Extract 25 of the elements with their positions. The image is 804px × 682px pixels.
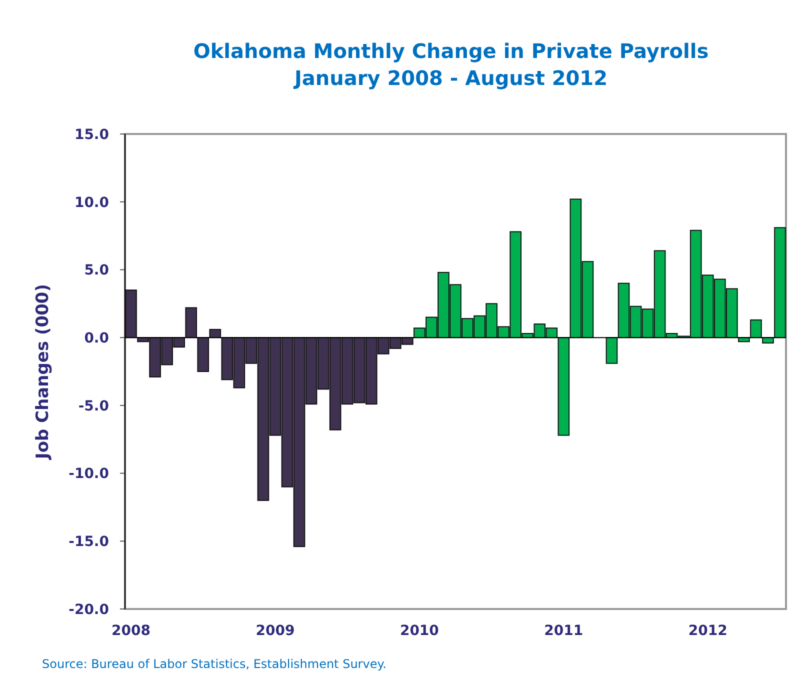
x-tick-label: 2009: [256, 623, 295, 639]
bar: [750, 319, 762, 338]
bar: [209, 328, 222, 338]
y-tick-label: 0.0: [84, 330, 110, 346]
y-tick-label: -10.0: [68, 466, 110, 482]
y-tick-label: 10.0: [74, 194, 110, 211]
bar: [197, 337, 210, 372]
y-tick-label: -20.0: [68, 602, 110, 618]
x-tick-label: 2008: [112, 623, 150, 639]
y-tick-label: -15.0: [68, 534, 110, 550]
chart-subtitle: January 2008 - August 2012: [292, 66, 608, 90]
bar: [774, 227, 786, 338]
bar: [125, 290, 137, 338]
bar: [185, 307, 198, 338]
source-note: Source: Bureau of Labor Statistics, Establishment Survey.: [42, 657, 386, 671]
chart-title: Oklahoma Monthly Change in Private Payrolls: [193, 39, 709, 63]
x-tick-label: 2010: [400, 623, 440, 639]
y-tick-label: 15.0: [74, 126, 110, 143]
x-tick-label: 2011: [544, 623, 584, 639]
y-axis-title: Job Changes (000): [33, 284, 53, 460]
y-tick-label: -5.0: [78, 398, 110, 414]
y-tick-label: 5.0: [84, 262, 110, 279]
bar: [606, 337, 618, 364]
x-tick-label: 2012: [688, 623, 728, 639]
bar: [558, 337, 570, 436]
